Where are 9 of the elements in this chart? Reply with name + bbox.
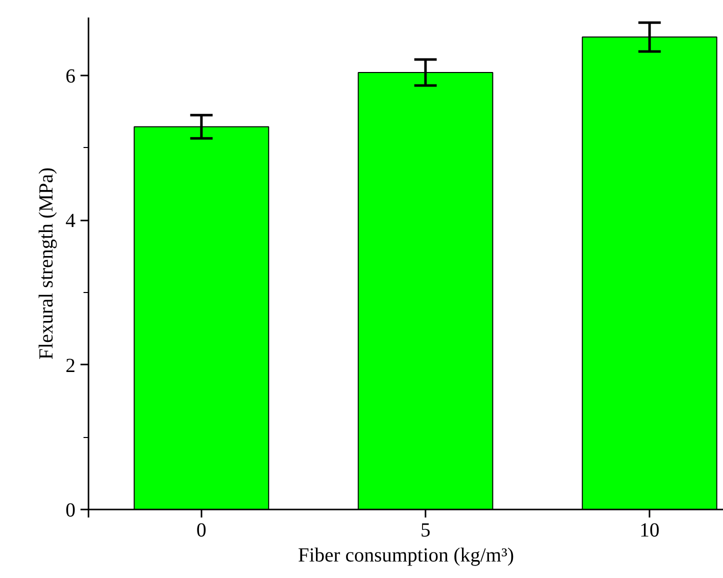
x-axis-title: Fiber consumption (kg/m³) [298, 544, 514, 566]
y-tick-label: 4 [66, 210, 76, 232]
y-axis-title: Flexural strength (MPa) [36, 167, 58, 360]
y-tick-label: 6 [66, 65, 76, 88]
y-tick-label: 2 [66, 354, 76, 377]
x-tick-label: 0 [196, 520, 206, 542]
y-tick-label: 0 [66, 500, 76, 522]
x-tick-label: 10 [640, 520, 660, 542]
x-tick-label: 5 [420, 520, 430, 542]
